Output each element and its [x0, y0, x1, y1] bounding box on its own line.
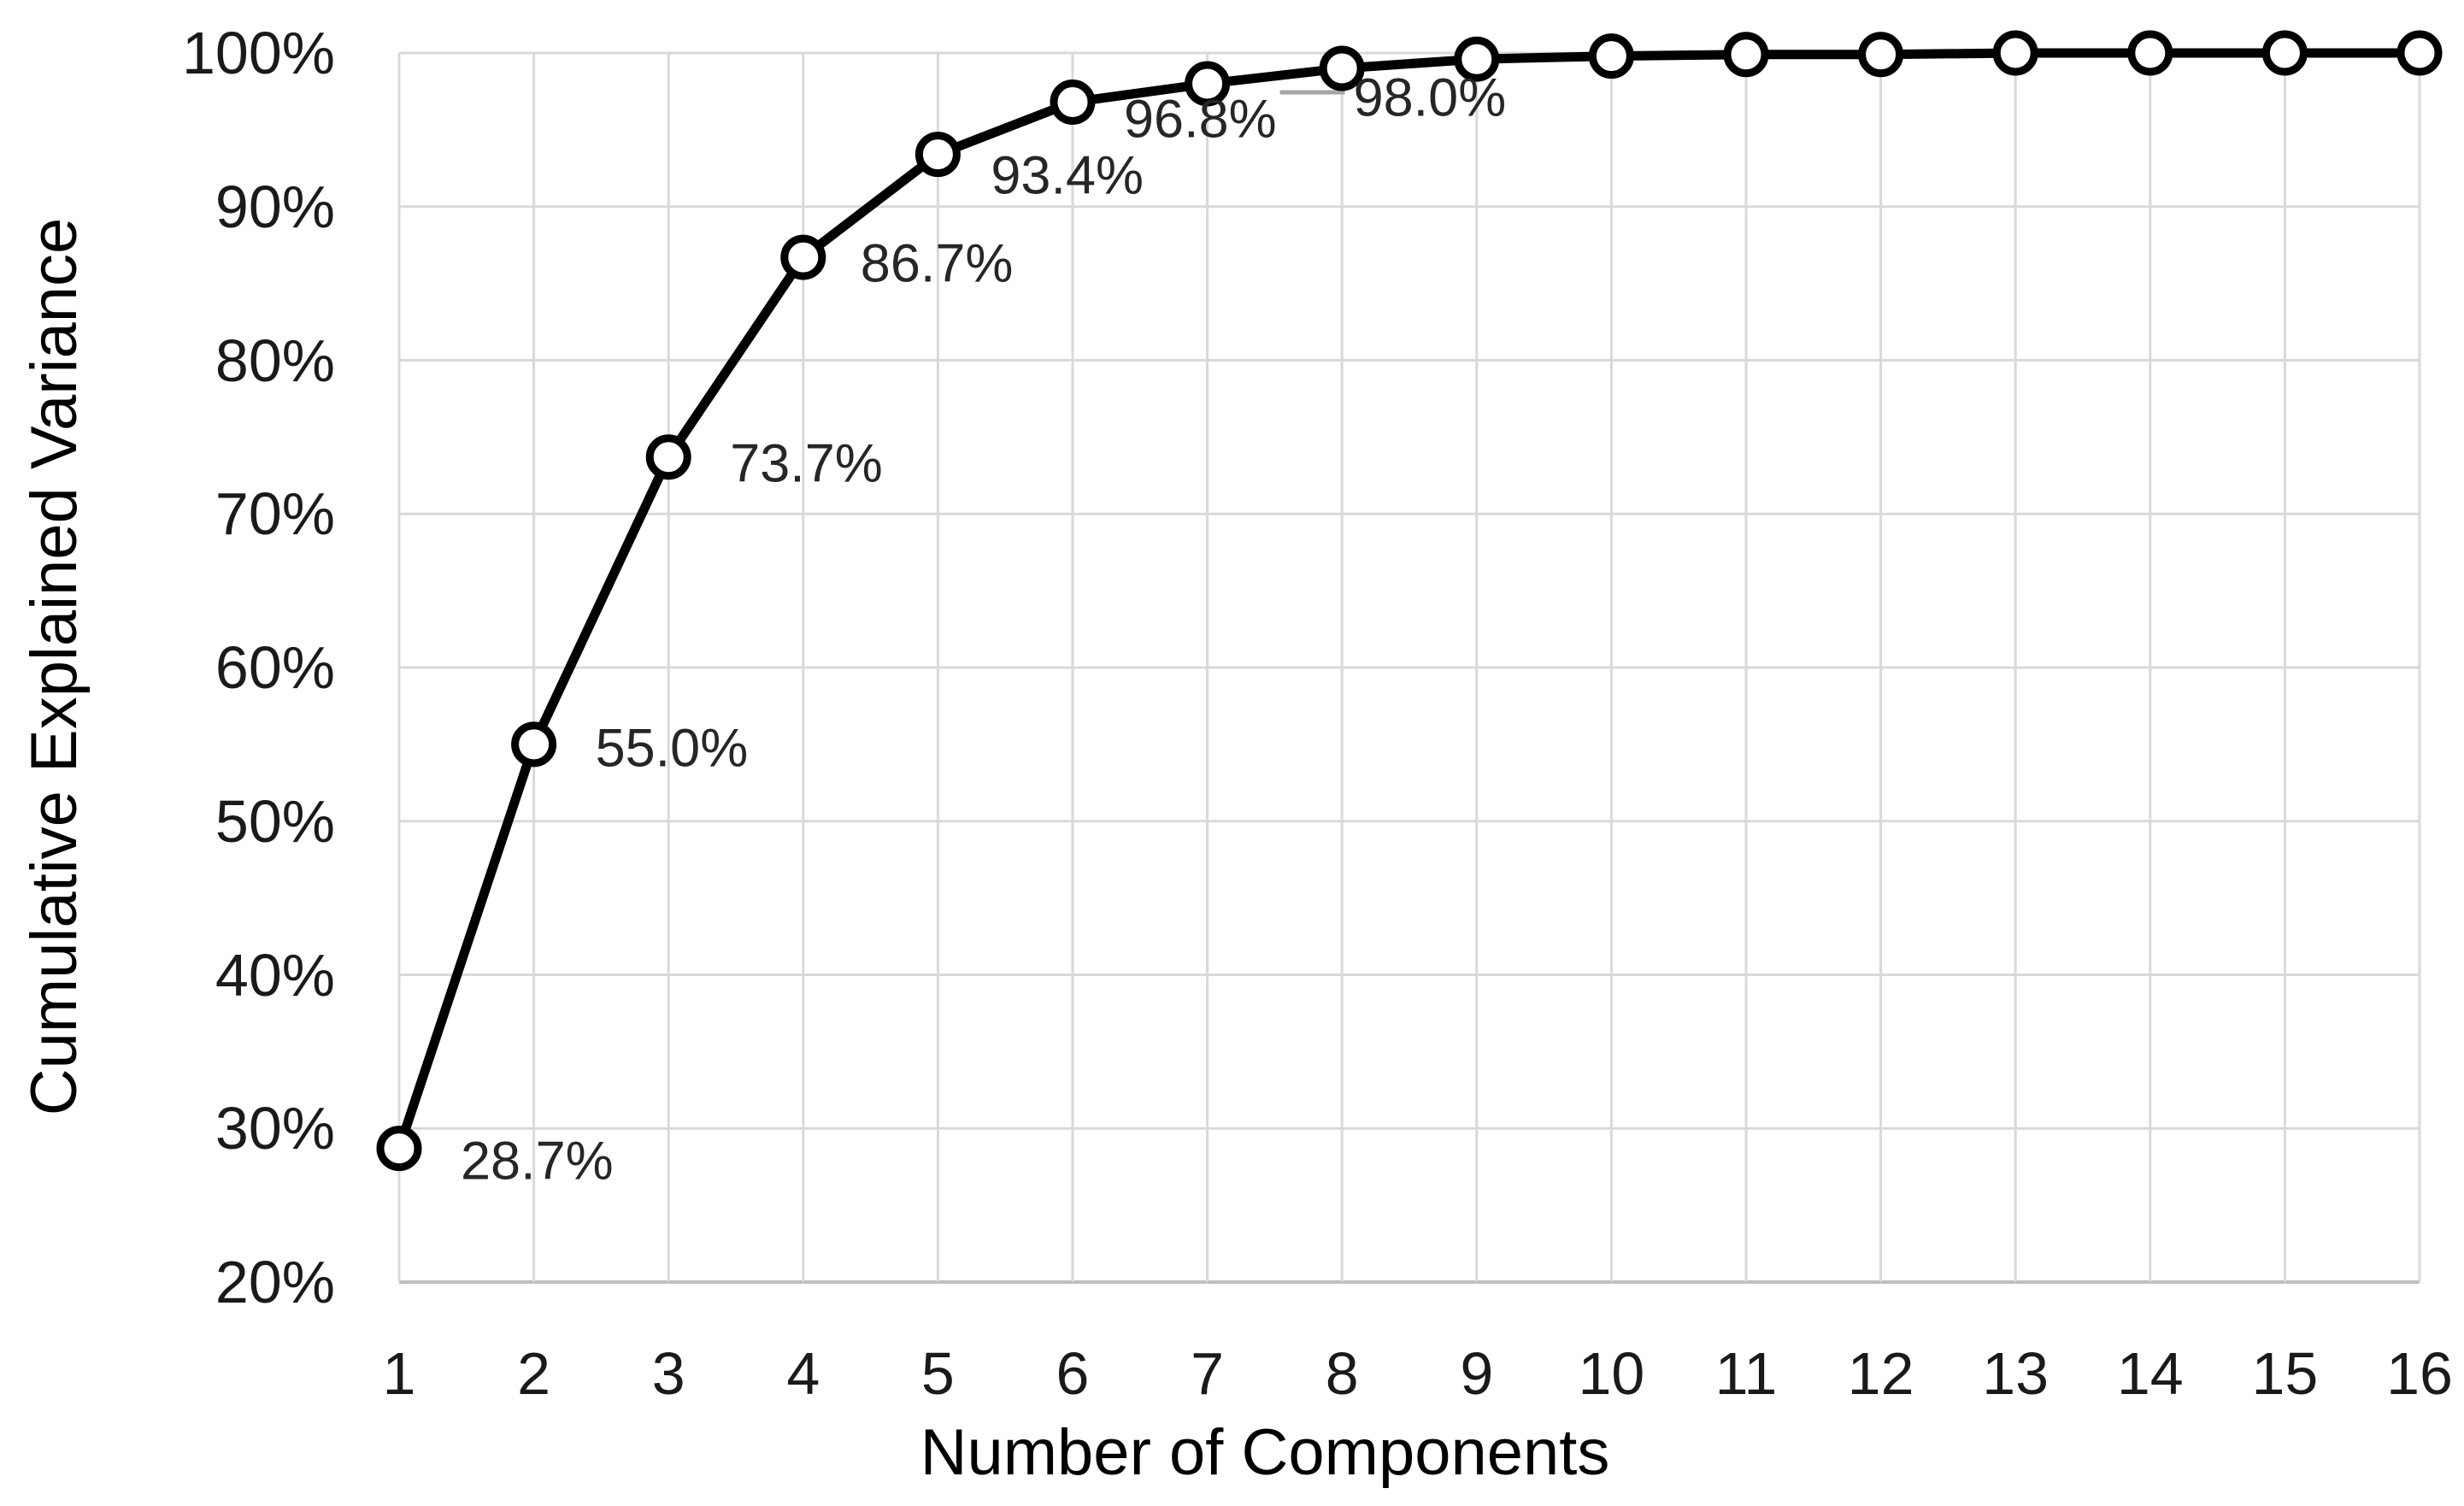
x-tick-label: 14	[2116, 1340, 2184, 1407]
data-point-marker	[1723, 32, 1769, 78]
data-point-marker	[645, 434, 691, 480]
data-point-marker	[1858, 32, 1904, 78]
data-label: 96.8%	[1124, 89, 1277, 150]
data-label: 55.0%	[595, 718, 749, 779]
y-axis-title: Cumulative Explained Variance	[18, 217, 91, 1116]
x-tick-label: 11	[1714, 1340, 1778, 1407]
y-tick-label: 40%	[215, 941, 335, 1009]
data-point-marker	[511, 721, 557, 768]
data-point-marker	[1319, 45, 1365, 91]
x-tick-label: 10	[1578, 1340, 1645, 1407]
x-tick-label: 5	[920, 1340, 955, 1407]
data-label: 98.0%	[1353, 68, 1507, 128]
x-tick-label: 1	[382, 1340, 416, 1407]
data-point-marker	[1050, 79, 1096, 126]
data-label: 86.7%	[860, 233, 1014, 294]
x-tick-label: 15	[2251, 1340, 2319, 1407]
x-tick-label: 12	[1847, 1340, 1914, 1407]
y-tick-label: 20%	[215, 1249, 335, 1315]
y-tick-label: 90%	[215, 173, 335, 240]
data-label: 73.7%	[730, 433, 883, 494]
y-tick-label: 50%	[215, 787, 335, 855]
x-tick-label: 2	[517, 1340, 551, 1407]
data-point-marker	[376, 1126, 422, 1172]
data-point-marker	[2261, 30, 2308, 76]
data-point-marker	[2396, 30, 2443, 76]
data-label: 93.4%	[991, 145, 1144, 206]
x-tick-label: 4	[786, 1340, 820, 1407]
data-label: 28.7%	[461, 1131, 614, 1191]
x-tick-label: 8	[1325, 1340, 1359, 1407]
data-point-marker	[2127, 30, 2173, 76]
series-line	[394, 48, 2420, 1150]
data-point-marker	[914, 132, 961, 178]
y-tick-label: 70%	[215, 480, 335, 548]
y-tick-label: 100%	[181, 20, 335, 86]
x-tick-label: 7	[1191, 1340, 1225, 1407]
y-tick-label: 60%	[215, 634, 335, 701]
x-axis-title: Number of Components	[920, 1416, 1610, 1489]
x-tick-label: 9	[1460, 1340, 1494, 1407]
x-tick-label: 6	[1056, 1340, 1090, 1407]
x-tick-label: 13	[1982, 1340, 2049, 1407]
data-point-marker	[1185, 61, 1231, 107]
y-tick-label: 30%	[215, 1095, 335, 1162]
data-point-marker	[780, 234, 826, 280]
data-point-marker	[1588, 33, 1634, 79]
x-tick-label: 3	[651, 1340, 685, 1407]
x-tick-label: 16	[2386, 1340, 2453, 1407]
data-point-marker	[1454, 36, 1500, 82]
y-tick-label: 80%	[215, 326, 335, 394]
data-point-marker	[1992, 30, 2038, 76]
